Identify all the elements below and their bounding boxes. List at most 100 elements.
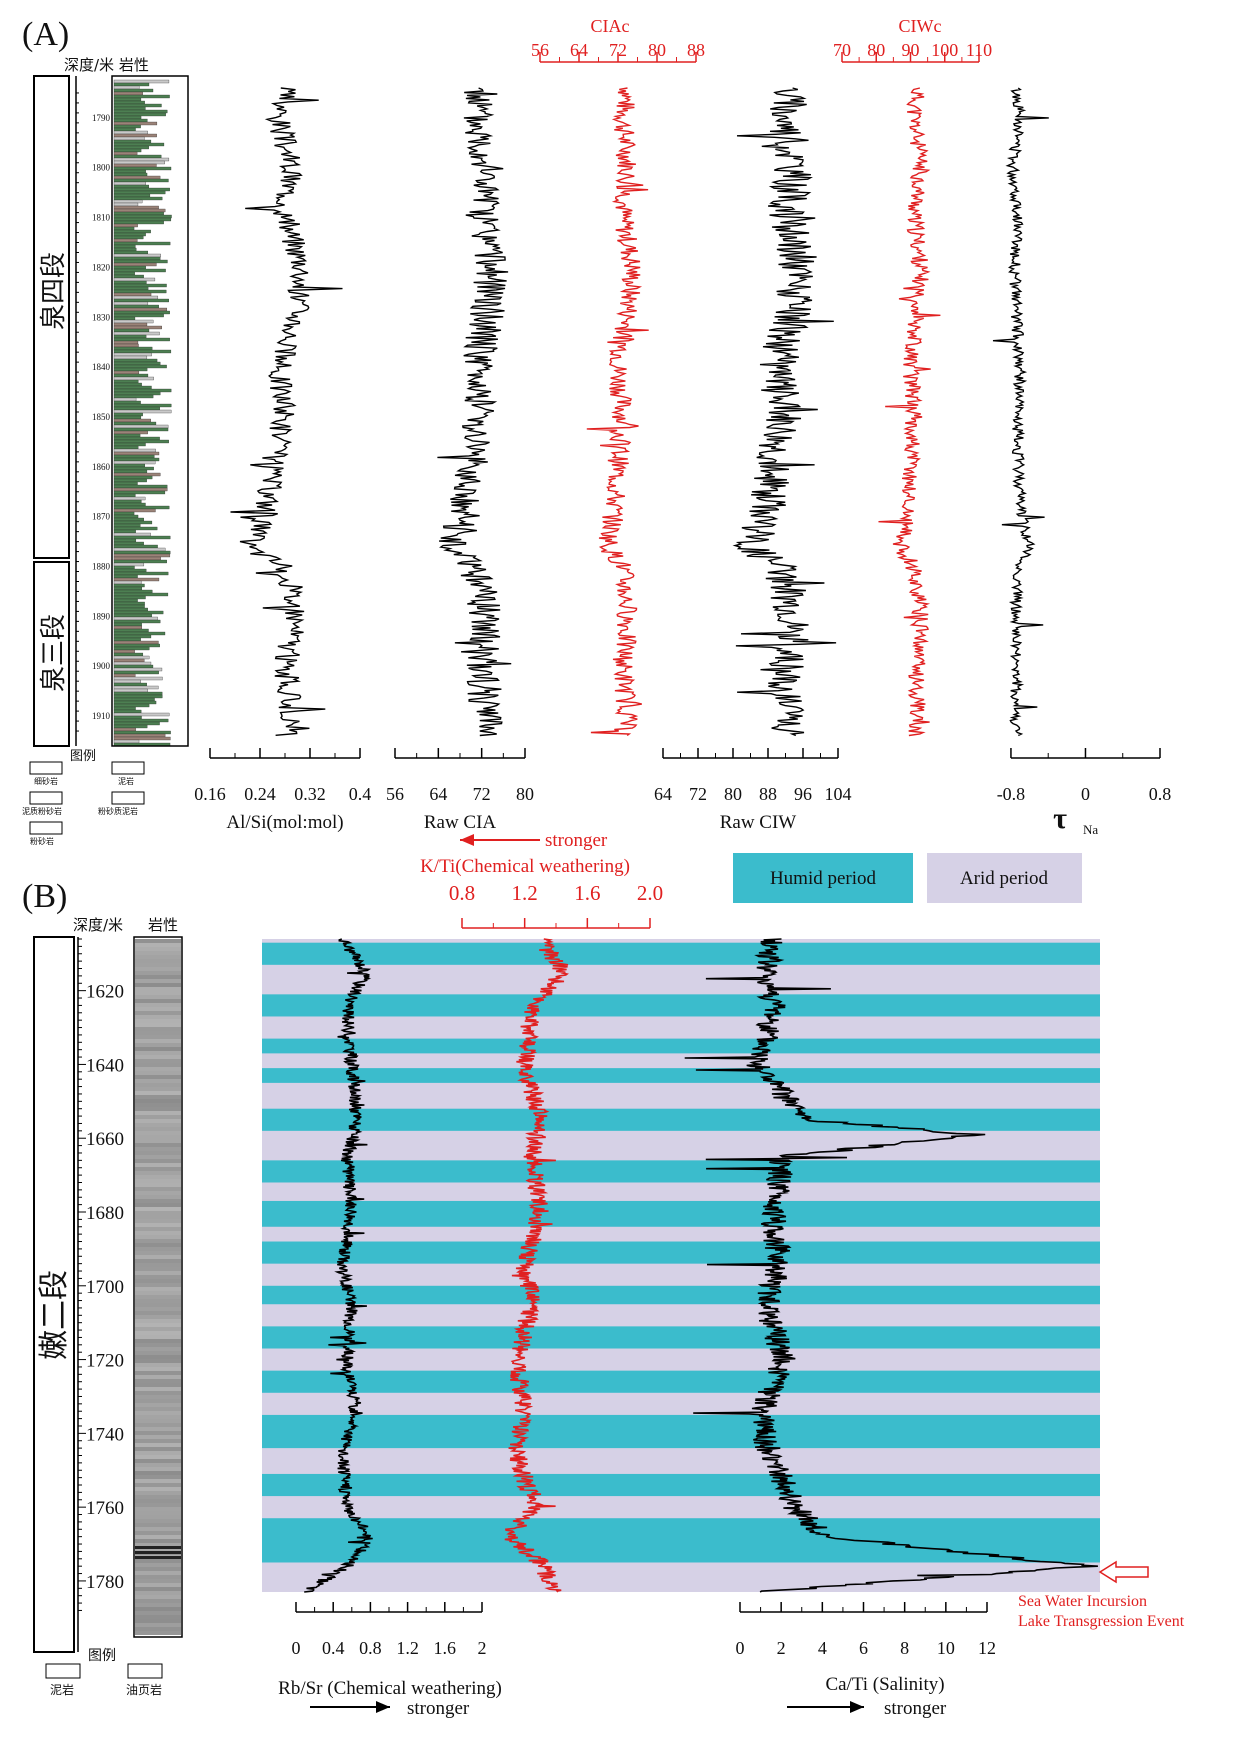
- tick-label: 2.0: [637, 881, 663, 905]
- lithology-bed-b: [135, 1239, 181, 1243]
- lithology-bed-a: [113, 142, 165, 147]
- lithology-bed-b: [135, 1511, 181, 1515]
- humid-band: [262, 1326, 1100, 1349]
- lithology-bed-a: [113, 283, 167, 288]
- lithology-bed-a: [113, 250, 149, 255]
- lithology-bed-a: [113, 148, 142, 153]
- humid-band: [262, 942, 1100, 965]
- lithology-bed-b: [135, 1223, 181, 1227]
- lithology-bed-a: [113, 454, 155, 459]
- lithology-bed-b: [135, 1271, 181, 1275]
- lithology-bed-a: [113, 208, 166, 213]
- lithology-bed-a: [113, 622, 142, 627]
- lithology-bed-b: [135, 1531, 181, 1535]
- lithology-bed-b: [135, 1031, 181, 1035]
- lithology-bed-a: [113, 94, 170, 99]
- lithology-bed-b: [135, 1211, 181, 1215]
- legend-a-title: 图例: [70, 749, 96, 764]
- series-line-a-4: [878, 87, 941, 737]
- legend-swatch-mudstone: [111, 761, 145, 775]
- lithology-bed-a: [113, 469, 148, 474]
- lithology-bed-a: [113, 394, 154, 399]
- lithology-bed-b: [135, 1431, 181, 1435]
- lithology-bed-b: [135, 1375, 181, 1379]
- lithology-bed-a: [113, 325, 162, 330]
- tick-label: 0: [736, 1638, 745, 1658]
- lithology-bed-b: [135, 1347, 181, 1351]
- axis-title-tau: τ: [1053, 802, 1067, 835]
- series-line-a-3: [732, 87, 837, 737]
- lithology-bed-a: [113, 439, 169, 444]
- legend-silty-mudstone: 粉砂质泥岩: [98, 806, 138, 816]
- lithology-bed-b: [135, 1055, 181, 1059]
- lithology-bed-a: [113, 613, 152, 618]
- lithology-bed-a: [113, 433, 141, 438]
- lithology-bed-a: [113, 346, 153, 351]
- lithology-bed-a: [113, 517, 144, 522]
- axis-title-tau-sub: Na: [1083, 822, 1098, 837]
- lithology-bed-b: [135, 1155, 181, 1159]
- panel-b-top-axis: 0.8 1.2 1.6 2.0: [449, 881, 663, 929]
- lithology-bed-a: [113, 232, 146, 237]
- depth-label-a: 1880: [92, 562, 111, 572]
- lithology-bed-a: [113, 667, 163, 672]
- lithology-bed-a: [113, 526, 158, 531]
- humid-band: [262, 1108, 1100, 1131]
- panel-b-axes: 0 0.4 0.8 1.2 1.6 2 0 2 4 6 8 10 12 0.8 1.2 1.6 2.0 K/Ti(…: [278, 830, 996, 1719]
- panel-a-lithology: [113, 79, 172, 747]
- lithology-bed-a: [113, 559, 167, 564]
- lithology-bed-a: [113, 337, 170, 342]
- lithology-bed-a: [113, 640, 159, 645]
- lithology-bed-a: [113, 268, 166, 273]
- tick-label: 8: [900, 1638, 909, 1658]
- series-line-b-2: [684, 938, 1098, 1593]
- lithology-bed-b: [135, 1275, 181, 1279]
- lithology-bed-a: [113, 661, 152, 666]
- depth-label-b: 1760: [86, 1498, 124, 1519]
- lithology-bed-a: [113, 442, 146, 447]
- lithology-bed-a: [113, 304, 159, 309]
- axis-title-cati: Ca/Ti (Salinity): [825, 1674, 944, 1695]
- lithology-bed-a: [113, 175, 161, 180]
- lithology-bed-a: [113, 103, 162, 108]
- lithology-bed-b: [135, 1095, 181, 1099]
- lithology-bed-a: [113, 97, 142, 102]
- lithology-bed-a: [113, 280, 147, 285]
- depth-label-a: 1910: [92, 711, 111, 721]
- event-marker: Sea Water Incursion Lake Transgression E…: [1018, 1560, 1185, 1630]
- lithology-bed-a: [113, 397, 137, 402]
- oil-shale-bed: [135, 1546, 181, 1549]
- lithology-bed-b: [135, 1419, 181, 1423]
- lithology-bed-a: [113, 418, 151, 423]
- event-label-1: Sea Water Incursion: [1018, 1593, 1147, 1610]
- tick-label: 0.8: [1149, 784, 1172, 804]
- lithology-bed-a: [113, 355, 148, 360]
- lithology-bed-a: [113, 238, 138, 243]
- lithology-bed-a: [113, 220, 164, 225]
- tick-label: 0.16: [194, 784, 226, 804]
- axis-title-ciwc: CIWc: [899, 16, 942, 36]
- tick-label: 80: [867, 40, 885, 60]
- lithology-bed-a: [113, 235, 144, 240]
- lithology-bed-a: [113, 649, 135, 654]
- lithology-bed-a: [113, 190, 166, 195]
- legend-muddy-siltstone: 泥质粉砂岩: [22, 806, 62, 816]
- lithology-bed-a: [113, 118, 148, 123]
- lithology-bed-a: [113, 187, 170, 192]
- lithology-bed-b: [135, 963, 181, 967]
- tick-label: 1.6: [434, 1638, 457, 1658]
- lithology-bed-b: [135, 1171, 181, 1175]
- panel-a-depth-header: 深度/米 岩性: [64, 56, 149, 74]
- unit-box-upper: [33, 75, 70, 559]
- lithology-bed-a: [113, 691, 163, 696]
- lithology-bed-a: [113, 643, 160, 648]
- unit-label-lower: 泉三段: [39, 614, 69, 692]
- lithology-bed-a: [113, 136, 145, 141]
- lithology-bed-a: [113, 727, 136, 732]
- lithology-bed-b: [135, 1423, 181, 1427]
- lithology-bed-b: [135, 1123, 181, 1127]
- depth-label-b: 1640: [86, 1055, 124, 1076]
- lithology-bed-b: [135, 1067, 181, 1071]
- legend-swatch-muddy-siltstone: [29, 791, 63, 805]
- lithology-bed-b: [135, 947, 181, 951]
